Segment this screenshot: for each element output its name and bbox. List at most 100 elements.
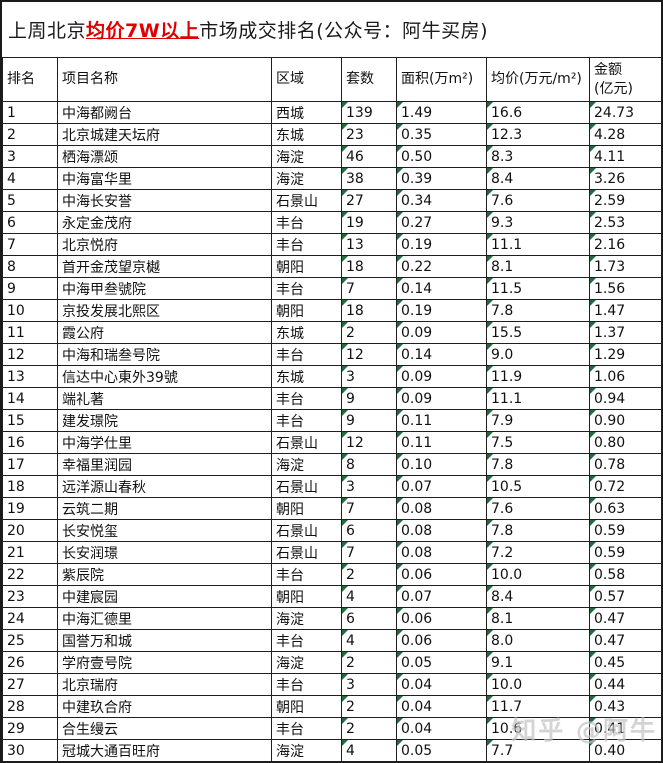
units-cell: 4 xyxy=(341,585,397,608)
district-cell: 海淀 xyxy=(271,453,342,476)
avg-price-cell: 9.3 xyxy=(486,211,590,234)
rank-cell: 3 xyxy=(2,145,58,168)
title-suffix: 市场成交排名(公众号：阿牛买房) xyxy=(199,20,489,42)
avg-price-cell: 11.1 xyxy=(486,387,590,410)
area-cell: 0.50 xyxy=(396,145,487,168)
district-cell: 海淀 xyxy=(271,145,342,168)
district-cell: 丰台 xyxy=(271,717,342,740)
project-cell: 中海甲叁號院 xyxy=(57,277,272,300)
district-cell: 朝阳 xyxy=(271,255,342,278)
header-project: 项目名称 xyxy=(57,57,272,102)
project-cell: 国誉万和城 xyxy=(57,629,272,652)
project-cell: 中建玖合府 xyxy=(57,695,272,718)
table-row: 5 中海长安誉 石景山 27 0.34 7.6 2.59 xyxy=(2,189,662,212)
avg-price-cell: 10.0 xyxy=(486,563,590,586)
area-cell: 0.14 xyxy=(396,277,487,300)
project-cell: 合生缦云 xyxy=(57,717,272,740)
amount-cell: 0.90 xyxy=(589,409,662,432)
table-row: 28 中建玖合府 朝阳 2 0.04 11.7 0.43 xyxy=(2,695,662,718)
amount-cell: 0.44 xyxy=(589,673,662,696)
table-header: 排名 项目名称 区域 套数 面积(万m²) 均价(万元/m²) 金额 (亿元) xyxy=(2,57,662,102)
project-cell: 中海长安誉 xyxy=(57,189,272,212)
table-row: 4 中海富华里 海淀 38 0.39 8.4 3.26 xyxy=(2,167,662,190)
units-cell: 2 xyxy=(341,321,397,344)
units-cell: 4 xyxy=(341,739,397,762)
project-cell: 栖海漂颂 xyxy=(57,145,272,168)
project-cell: 长安润璟 xyxy=(57,541,272,564)
district-cell: 朝阳 xyxy=(271,695,342,718)
area-cell: 0.19 xyxy=(396,233,487,256)
district-cell: 石景山 xyxy=(271,475,342,498)
units-cell: 139 xyxy=(341,101,397,124)
amount-cell: 1.37 xyxy=(589,321,662,344)
area-cell: 0.05 xyxy=(396,651,487,674)
area-cell: 0.22 xyxy=(396,255,487,278)
table-row: 1 中海都阙台 西城 139 1.49 16.6 24.73 xyxy=(2,101,662,124)
table-row: 11 霞公府 东城 2 0.09 15.5 1.37 xyxy=(2,321,662,344)
amount-cell: 0.78 xyxy=(589,453,662,476)
amount-cell: 0.58 xyxy=(589,563,662,586)
project-cell: 幸福里润园 xyxy=(57,453,272,476)
rank-cell: 5 xyxy=(2,189,58,212)
units-cell: 18 xyxy=(341,299,397,322)
project-cell: 中海汇德里 xyxy=(57,607,272,630)
rank-cell: 10 xyxy=(2,299,58,322)
rank-cell: 2 xyxy=(2,123,58,146)
table-row: 12 中海和瑞叁号院 丰台 12 0.14 9.0 1.29 xyxy=(2,343,662,366)
amount-cell: 2.16 xyxy=(589,233,662,256)
project-cell: 北京悦府 xyxy=(57,233,272,256)
table-row: 14 端礼著 丰台 9 0.09 11.1 0.94 xyxy=(2,387,662,410)
units-cell: 3 xyxy=(341,475,397,498)
title-prefix: 上周北京 xyxy=(8,20,87,42)
avg-price-cell: 15.5 xyxy=(486,321,590,344)
avg-price-cell: 7.6 xyxy=(486,497,590,520)
area-cell: 0.09 xyxy=(396,365,487,388)
district-cell: 丰台 xyxy=(271,211,342,234)
units-cell: 12 xyxy=(341,343,397,366)
table-row: 8 首开金茂望京樾 朝阳 18 0.22 8.1 1.73 xyxy=(2,255,662,278)
project-cell: 北京城建天坛府 xyxy=(57,123,272,146)
district-cell: 西城 xyxy=(271,101,342,124)
units-cell: 2 xyxy=(341,717,397,740)
area-cell: 0.14 xyxy=(396,343,487,366)
district-cell: 海淀 xyxy=(271,651,342,674)
project-cell: 中海都阙台 xyxy=(57,101,272,124)
avg-price-cell: 10.5 xyxy=(486,475,590,498)
area-cell: 0.09 xyxy=(396,321,487,344)
project-cell: 云筑二期 xyxy=(57,497,272,520)
units-cell: 2 xyxy=(341,563,397,586)
rank-cell: 16 xyxy=(2,431,58,454)
avg-price-cell: 16.6 xyxy=(486,101,590,124)
rank-cell: 24 xyxy=(2,607,58,630)
units-cell: 8 xyxy=(341,453,397,476)
project-cell: 北京瑞府 xyxy=(57,673,272,696)
units-cell: 13 xyxy=(341,233,397,256)
district-cell: 东城 xyxy=(271,321,342,344)
project-cell: 中海富华里 xyxy=(57,167,272,190)
units-cell: 3 xyxy=(341,365,397,388)
avg-price-cell: 7.8 xyxy=(486,453,590,476)
units-cell: 23 xyxy=(341,123,397,146)
district-cell: 丰台 xyxy=(271,629,342,652)
rank-cell: 23 xyxy=(2,585,58,608)
project-cell: 学府壹号院 xyxy=(57,651,272,674)
area-cell: 0.19 xyxy=(396,299,487,322)
amount-cell: 0.43 xyxy=(589,695,662,718)
amount-cell: 1.47 xyxy=(589,299,662,322)
report-title: 上周北京 均价7W以上 市场成交排名(公众号：阿牛买房) xyxy=(2,2,661,57)
amount-cell: 3.26 xyxy=(589,167,662,190)
avg-price-cell: 7.8 xyxy=(486,519,590,542)
header-amount: 金额 (亿元) xyxy=(589,57,662,102)
area-cell: 0.34 xyxy=(396,189,487,212)
rank-cell: 1 xyxy=(2,101,58,124)
rank-cell: 7 xyxy=(2,233,58,256)
table-row: 25 国誉万和城 丰台 4 0.06 8.0 0.47 xyxy=(2,629,662,652)
area-cell: 0.08 xyxy=(396,519,487,542)
project-cell: 中建宸园 xyxy=(57,585,272,608)
area-cell: 0.11 xyxy=(396,431,487,454)
table-row: 26 学府壹号院 海淀 2 0.05 9.1 0.45 xyxy=(2,651,662,674)
table-row: 20 长安悦玺 石景山 6 0.08 7.8 0.59 xyxy=(2,519,662,542)
amount-cell: 1.29 xyxy=(589,343,662,366)
amount-cell: 2.59 xyxy=(589,189,662,212)
